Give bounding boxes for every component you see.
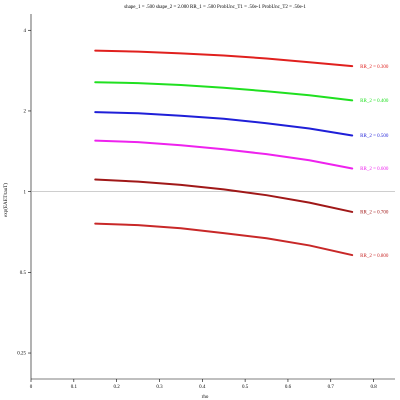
- x-tick-label: 0.8: [370, 385, 377, 390]
- series-label: RR_2 = 0.300: [360, 65, 389, 70]
- series-label: RR_2 = 0.500: [360, 134, 389, 139]
- y-tick-label: 0.5: [20, 271, 27, 276]
- series-label: RR_2 = 0.700: [360, 211, 389, 216]
- x-tick-label: 0.6: [285, 385, 292, 390]
- series-line: [94, 81, 354, 102]
- x-tick-label: 0.5: [242, 385, 249, 390]
- series-label: RR_2 = 0.800: [360, 254, 389, 259]
- series-line: [94, 178, 354, 213]
- series-line: [94, 139, 354, 170]
- x-tick-label: 0: [30, 385, 33, 390]
- x-tick-label: 0.7: [328, 385, 335, 390]
- x-tick-label: 0.1: [71, 385, 78, 390]
- series-line: [94, 49, 354, 68]
- series-label: RR_2 = 0.400: [360, 99, 389, 104]
- series-line: [94, 111, 354, 137]
- chart-title: shape_1 = .500 shape_2 = 2.000 RR_1 = .5…: [124, 5, 306, 10]
- x-tick-label: 0.4: [199, 385, 206, 390]
- x-ticks: 0 0.1 0.2 0.3 0.4 0.5 0.6 0.7 0.8: [30, 379, 377, 390]
- y-tick-label: 1: [24, 190, 27, 195]
- y-tick-label: 4: [24, 29, 27, 34]
- y-ticks: 4 2 1 0.5 0.25: [17, 29, 31, 357]
- series-layer: RR_2 = 0.300 RR_2 = 0.400 RR_2 = 0.500 RR_2…: [94, 49, 389, 259]
- y-tick-label: 0.25: [17, 352, 26, 357]
- series-line: [94, 222, 354, 257]
- series-label: RR_2 = 0.600: [360, 167, 389, 172]
- x-tick-label: 0.3: [156, 385, 163, 390]
- y-axis-title: exp(EAET/tauT): [4, 183, 9, 217]
- y-tick-label: 2: [24, 110, 27, 115]
- x-axis-title: rho: [202, 395, 209, 400]
- x-tick-label: 0.2: [114, 385, 121, 390]
